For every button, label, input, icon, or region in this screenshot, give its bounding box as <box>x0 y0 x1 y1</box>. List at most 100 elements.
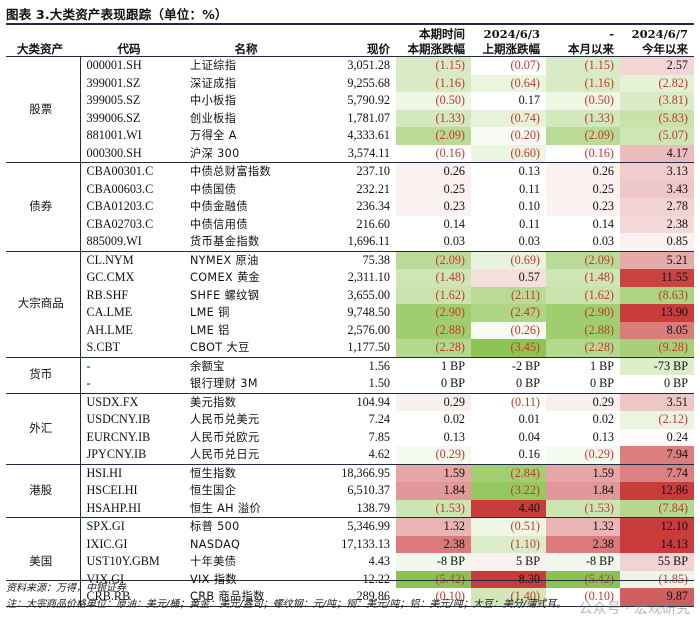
mtd-change-cell: 0.25 <box>546 180 620 198</box>
header-cell <box>184 26 314 41</box>
price-cell: 7.24 <box>368 412 390 426</box>
table-row: 货币 - 余额宝 1.56 1 BP -2 BP 1 BP -73 BP <box>6 357 694 394</box>
table-row: 881001.WI 万得全 A 4,333.61 (2.09) (0.20) (2.09)… <box>6 127 694 145</box>
previous-change-cell: 5 BP <box>471 553 546 571</box>
ytd-change-cell: 11.55 <box>620 269 694 287</box>
price-cell: 4.62 <box>314 446 396 465</box>
mtd-change-cell: 0 BP <box>546 375 620 394</box>
ytd-change-cell: (5.07) <box>620 127 694 145</box>
code-cell: CL.NYM <box>86 252 134 267</box>
ytd-change-cell: (8.63) <box>620 286 694 304</box>
ytd-change-cell: 3.43 <box>620 180 694 198</box>
table-row: 000300.SH 沪深 300 3,574.11 (0.16) (0.60) (0.16… <box>6 144 694 163</box>
category-label: 债券 <box>6 162 81 252</box>
current-change-cell: -8 BP <box>396 553 471 571</box>
current-change-cell: (2.09) <box>396 251 471 269</box>
header-cell: 2024/6/3 <box>483 26 540 41</box>
name-cell: 中债信用债 <box>190 217 248 231</box>
table-row: 399005.SZ 中小板指 5,790.92 (0.50) 0.17 (0.50) (3.… <box>6 92 694 110</box>
current-change-cell: 0 BP <box>396 375 471 394</box>
previous-change-cell: (3.45) <box>471 339 546 358</box>
table-row: HSCEI.HI 恒生国企 6,510.37 1.84 (3.22) 1.84 12.86 <box>6 482 694 500</box>
previous-change-cell: -2 BP <box>511 358 540 373</box>
current-change-cell: 0.03 <box>396 233 471 252</box>
ytd-change-cell: 4.17 <box>620 144 694 163</box>
price-cell: 18,366.95 <box>341 465 390 480</box>
name-cell: NYMEX 原油 <box>190 253 259 267</box>
mtd-change-cell: (1.53) <box>546 499 620 518</box>
mtd-change-cell: (2.09) <box>546 251 620 269</box>
header-cell: 本月以来 <box>546 41 620 57</box>
current-change-cell: 0.02 <box>443 412 465 426</box>
code-cell: 399005.SZ <box>86 93 141 107</box>
ytd-change-cell: 7.94 <box>620 446 694 465</box>
ytd-change-cell: 12.10 <box>620 517 694 536</box>
table-row: CRB.RB CRB 商品指数 289.86 (0.10) (1.40) (0.10) 9.… <box>6 588 694 607</box>
mtd-change-cell: (2.28) <box>546 339 620 358</box>
table-row: VIX.GI VIX 指数 12.22 (5.42) 8.30 (5.42) (1.85) <box>6 570 694 588</box>
code-cell: HSAHP.HI <box>80 499 184 518</box>
name-cell: 沪深 300 <box>184 144 314 163</box>
price-cell: 289.86 <box>314 588 396 607</box>
table-row: AH.LME LME 铝 2,576.00 (2.88) (0.26) (2.88) 8.0… <box>6 321 694 339</box>
watermark: 公众号 · 宏观研究 <box>578 601 690 617</box>
header-cell <box>314 26 396 41</box>
previous-change-cell: 0.57 <box>471 269 546 287</box>
previous-change-cell: (2.47) <box>471 304 546 322</box>
current-change-cell: (1.33) <box>396 109 471 127</box>
name-cell: 货币基金指数 <box>184 233 314 252</box>
name-cell: 深证成指 <box>190 76 237 90</box>
code-cell: CBA00301.C <box>86 164 154 178</box>
ytd-change-cell: 9.87 <box>620 588 694 607</box>
ytd-change-cell: 3.51 <box>620 393 694 411</box>
previous-change-cell: (0.51) <box>471 517 546 536</box>
table-row: CBA02703.C 中债信用债 216.60 0.14 0.11 0.14 2.38 <box>6 215 694 233</box>
mtd-change-cell: 0.14 <box>592 216 614 231</box>
table-row: JPYCNY.IB 人民币兑日元 4.62 (0.29) 0.16 (0.29) 7.94 <box>6 446 694 465</box>
ytd-change-cell: 2.38 <box>620 215 694 233</box>
previous-change-cell: 0.01 <box>518 412 540 426</box>
current-change-cell: 2.38 <box>396 535 471 553</box>
price-cell: 75.38 <box>362 252 390 267</box>
name-cell: 银行理财 3M <box>184 375 314 394</box>
mtd-change-cell: 0.23 <box>546 198 620 216</box>
header-cell: 大类资产 <box>6 41 80 57</box>
ytd-change-cell: (5.83) <box>620 109 694 127</box>
current-change-cell: (0.10) <box>396 588 471 607</box>
ytd-change-cell: 2.78 <box>620 198 694 216</box>
header-cell: 现价 <box>314 41 396 57</box>
table-row: 399001.SZ 深证成指 9,255.68 (1.16) (0.64) (1.16)(… <box>6 74 694 92</box>
name-cell: CBOT 大豆 <box>184 339 314 358</box>
table-row: USDCNY.IB 人民币兑美元 7.24 0.02 0.01 0.02 (2.12) <box>6 411 694 429</box>
ytd-change-cell: 0.24 <box>620 428 694 446</box>
price-cell: 7.85 <box>368 429 390 444</box>
price-cell: 1,696.11 <box>314 233 396 252</box>
name-cell: VIX 指数 <box>190 572 237 586</box>
ytd-change-cell: 8.05 <box>620 321 694 339</box>
previous-change-cell: 0.04 <box>518 429 540 444</box>
current-change-cell: 0.29 <box>396 393 471 411</box>
current-change-cell: (2.90) <box>396 304 471 322</box>
ytd-change-cell: 7.74 <box>620 464 694 482</box>
bottom-rule <box>6 580 694 581</box>
header-cell: 今年以来 <box>620 41 694 57</box>
mtd-change-cell: 0.13 <box>592 429 614 444</box>
header-cell <box>6 26 80 41</box>
ytd-change-cell: (3.81) <box>620 92 694 110</box>
previous-change-cell: 0.11 <box>519 216 540 231</box>
code-cell: IXIC.GI <box>86 536 128 551</box>
code-cell: CBA00603.C <box>86 181 154 196</box>
code-cell: CA.LME <box>86 305 133 319</box>
price-cell: 3,655.00 <box>347 287 390 302</box>
mtd-change-cell: (0.50) <box>546 92 620 110</box>
price-cell: 2,576.00 <box>347 322 390 337</box>
current-change-cell: 0.13 <box>443 429 465 444</box>
previous-change-cell: 8.30 <box>471 570 546 588</box>
mtd-change-cell: 0.03 <box>546 233 620 252</box>
previous-change-cell: (0.11) <box>511 394 540 409</box>
price-cell: 237.10 <box>356 164 390 178</box>
category-label: 外汇 <box>6 393 81 465</box>
previous-change-cell: 0.16 <box>471 446 546 465</box>
code-cell: 399006.SZ <box>86 110 141 125</box>
ytd-change-cell: 14.13 <box>620 535 694 553</box>
